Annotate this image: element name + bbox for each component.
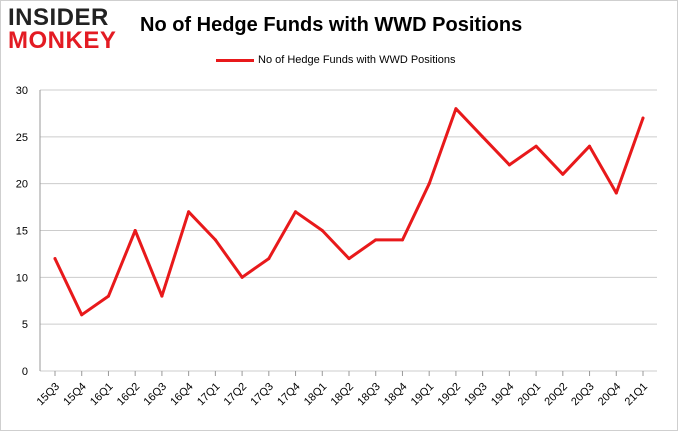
x-tick-label: 19Q1: [409, 381, 437, 409]
logo-line-1: INSIDER: [8, 4, 109, 31]
data-point: [641, 116, 645, 120]
data-point: [320, 229, 324, 232]
x-tick-label: 15Q3: [35, 381, 63, 409]
x-tick-label: 15Q4: [61, 381, 89, 409]
data-point: [53, 257, 57, 261]
x-tick-label: 18Q3: [355, 381, 383, 409]
data-point: [187, 210, 191, 214]
x-tick-label: 17Q1: [195, 381, 223, 409]
data-point: [507, 163, 511, 167]
data-point: [427, 182, 431, 186]
y-tick-label: 30: [16, 85, 28, 97]
legend-swatch: [216, 58, 254, 62]
y-tick-label: 10: [16, 272, 28, 284]
x-tick-label: 16Q4: [168, 381, 196, 409]
data-point: [240, 275, 244, 279]
x-tick-label: 17Q2: [222, 381, 250, 409]
chart-legend: No of Hedge Funds with WWD Positions: [216, 54, 455, 66]
data-point: [534, 144, 538, 148]
chart-title: No of Hedge Funds with WWD Positions: [140, 14, 523, 36]
data-point: [213, 238, 217, 242]
x-tick-label: 20Q2: [542, 381, 570, 409]
y-tick-label: 20: [16, 179, 28, 191]
x-tick-label: 21Q1: [623, 381, 651, 409]
data-point: [561, 172, 565, 176]
x-tick-label: 20Q1: [516, 381, 544, 409]
x-tick-label: 18Q1: [302, 381, 330, 409]
x-tick-label: 19Q2: [436, 381, 464, 409]
x-tick-label: 16Q3: [142, 381, 170, 409]
y-tick-label: 15: [16, 226, 28, 238]
x-tick-label: 16Q1: [88, 381, 116, 409]
series-line-0: [53, 107, 645, 317]
data-point: [106, 294, 110, 298]
data-point: [80, 313, 84, 317]
x-tick-label: 17Q4: [275, 381, 303, 409]
x-tick-label: 20Q3: [569, 381, 597, 409]
data-point: [588, 144, 592, 148]
data-point: [133, 229, 137, 232]
data-point: [400, 238, 404, 242]
data-point: [481, 135, 485, 139]
data-point: [614, 191, 618, 195]
legend-label: No of Hedge Funds with WWD Positions: [258, 54, 456, 66]
data-point: [374, 238, 378, 242]
x-tick-label: 18Q4: [382, 381, 410, 409]
data-point: [294, 210, 298, 214]
x-tick-label: 19Q4: [489, 381, 517, 409]
y-tick-label: 0: [22, 366, 28, 378]
x-tick-label: 19Q3: [462, 381, 490, 409]
logo-line-2: MONKEY: [8, 27, 117, 54]
y-tick-label: 25: [16, 132, 28, 144]
insider-monkey-logo: INSIDER MONKEY: [8, 6, 128, 54]
data-point: [267, 257, 271, 261]
data-point: [347, 257, 351, 261]
x-tick-label: 18Q2: [329, 381, 357, 409]
x-tick-label: 20Q4: [596, 381, 624, 409]
x-tick-label: 16Q2: [115, 381, 143, 409]
x-tick-label: 17Q3: [248, 381, 276, 409]
data-point: [454, 107, 458, 111]
y-tick-label: 5: [22, 319, 28, 331]
data-point: [160, 294, 164, 298]
